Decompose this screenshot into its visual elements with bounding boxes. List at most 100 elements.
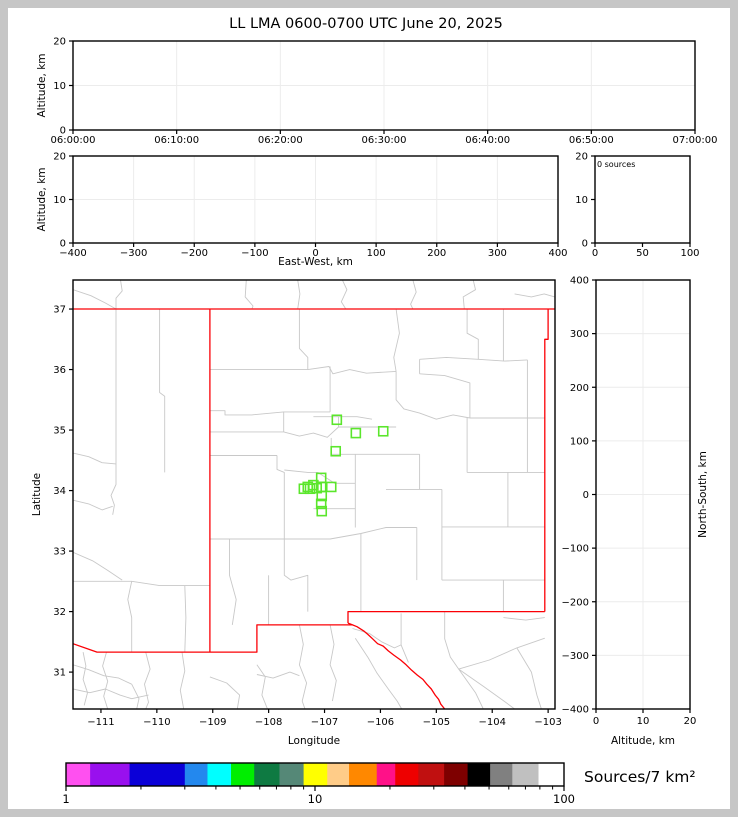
colorbar-segment <box>490 763 513 786</box>
plan-view-panel-xtick-label: −107 <box>311 717 338 728</box>
map-ylabel: Latitude <box>31 473 43 516</box>
plan-view-panel-xtick-label: −110 <box>143 717 170 728</box>
county-boundary <box>184 585 187 653</box>
time-height-panel-xtick-label: 06:50:00 <box>569 135 614 146</box>
county-boundary <box>458 668 484 709</box>
colorbar-tick-label: 10 <box>308 792 323 806</box>
county-boundary <box>360 527 417 534</box>
county-boundary <box>256 671 300 679</box>
county-boundary <box>354 637 403 709</box>
county-boundary <box>229 539 237 625</box>
county-boundary <box>503 617 545 621</box>
county-boundary <box>329 624 337 702</box>
county-boundary <box>393 308 400 372</box>
map-state-borders <box>73 308 555 709</box>
colorbar-segment <box>207 763 232 786</box>
source-marker <box>325 481 337 493</box>
time-height-panel-ytick-label: 0 <box>60 126 66 137</box>
time-height-panel-ytick-label: 20 <box>53 37 66 48</box>
county-boundary <box>73 452 117 465</box>
county-boundary <box>73 289 117 310</box>
histogram-annotation: 0 sources <box>597 160 635 169</box>
time-height-panel: 06:00:00 06:10:00 06:20:00 06:30:00 06:40:00… <box>51 37 718 147</box>
time-height-panel-xtick-label: 06:20:00 <box>258 135 303 146</box>
time-height-panel-xtick-label: 06:10:00 <box>154 135 199 146</box>
county-boundary <box>209 676 241 709</box>
ns-height-panel-xtick-label: 0 <box>593 716 599 727</box>
plan-view-panel-xtick-label: −104 <box>478 717 505 728</box>
alt-histogram-panel-ytick-label: 10 <box>575 195 588 206</box>
ew-height-panel-xtick-label: 100 <box>367 248 386 259</box>
county-boundary <box>110 309 117 515</box>
colorbar-segment <box>418 763 445 786</box>
ew-height-panel-ytick-label: 0 <box>60 239 66 250</box>
county-boundary <box>73 551 123 581</box>
ew-height-panel-ytick-label: 10 <box>53 195 66 206</box>
ns-height-ylabel: North-South, km <box>697 451 709 538</box>
colorbar: 1 10 100 <box>62 762 575 806</box>
county-boundary <box>82 652 88 706</box>
colorbar-tick-label: 1 <box>62 792 69 806</box>
ns-height-panel-ytick-label: −200 <box>562 597 589 608</box>
county-boundary <box>298 309 309 370</box>
county-boundary <box>466 309 479 360</box>
plan-view-panel-xtick-label: −109 <box>199 717 226 728</box>
plan-view-panel-ytick-label: 32 <box>53 607 66 618</box>
plan-view-panel-ytick-label: 33 <box>53 547 66 558</box>
lma-source-markers <box>298 414 389 517</box>
ew-height-panel-ytick-label: 20 <box>53 152 66 163</box>
source-marker <box>330 445 342 457</box>
colorbar-segment <box>90 763 131 786</box>
colorbar-segment <box>303 763 328 786</box>
county-boundary <box>131 683 140 709</box>
plan-view-panel-xtick-label: −108 <box>255 717 282 728</box>
ns-height-panel-ytick-label: 0 <box>583 490 589 501</box>
county-boundary <box>283 539 309 612</box>
colorbar-segment <box>279 763 305 786</box>
state-boundary <box>544 309 549 612</box>
ns-height-panel: 0 10 20 −400 −300 −200 −100 0 100 200 300 400 <box>562 276 697 728</box>
colorbar-label: Sources/7 km² <box>584 768 696 786</box>
ew-height-panel: −400 −300 −200 −100 0 100 200 300 400 0 10 20 <box>53 152 567 260</box>
colorbar-segment <box>327 763 350 786</box>
ns-height-panel-ytick-label: −300 <box>562 651 589 662</box>
source-marker <box>316 490 328 502</box>
time-height-panel-xtick-label: 06:30:00 <box>362 135 407 146</box>
county-boundary <box>256 664 268 709</box>
plan-view-panel-ytick-label: 35 <box>53 426 66 437</box>
county-boundary <box>313 416 373 420</box>
time-height-panel-ytick-label: 10 <box>53 81 66 92</box>
ns-height-panel-ytick-label: 200 <box>570 383 589 394</box>
county-boundary <box>276 455 285 539</box>
map-xlabel: Longitude <box>288 735 340 747</box>
ew-height-ylabel: Altitude, km <box>36 167 48 231</box>
ew-height-xlabel: East-West, km <box>278 256 353 268</box>
county-boundary <box>297 280 301 310</box>
colorbar-segment <box>538 763 565 786</box>
colorbar-segment <box>395 763 419 786</box>
state-boundary <box>347 622 446 709</box>
alt-histogram-panel: 0 50 100 0 10 20 <box>575 152 699 260</box>
colorbar-segment <box>444 763 469 786</box>
source-marker <box>315 498 327 510</box>
source-marker <box>331 414 343 426</box>
ns-height-panel-xtick-label: 10 <box>637 716 650 727</box>
county-boundary <box>244 280 254 310</box>
plan-view-panel-xtick-label: −103 <box>534 717 561 728</box>
county-boundary <box>395 371 470 420</box>
state-boundary <box>347 610 545 624</box>
county-boundary <box>284 533 361 540</box>
time-height-panel-xtick-label: 06:40:00 <box>465 135 510 146</box>
source-marker <box>304 483 316 495</box>
ns-height-panel-ytick-label: −100 <box>562 544 589 555</box>
county-boundary <box>209 410 331 416</box>
county-boundary <box>419 373 471 418</box>
ew-height-panel-xtick-label: −200 <box>181 248 208 259</box>
county-boundary <box>458 668 515 709</box>
alt-histogram-panel-xtick-label: 100 <box>680 248 699 259</box>
source-marker <box>308 479 319 491</box>
alt-histogram-panel-ytick-label: 0 <box>582 239 588 250</box>
county-boundary <box>283 426 339 438</box>
